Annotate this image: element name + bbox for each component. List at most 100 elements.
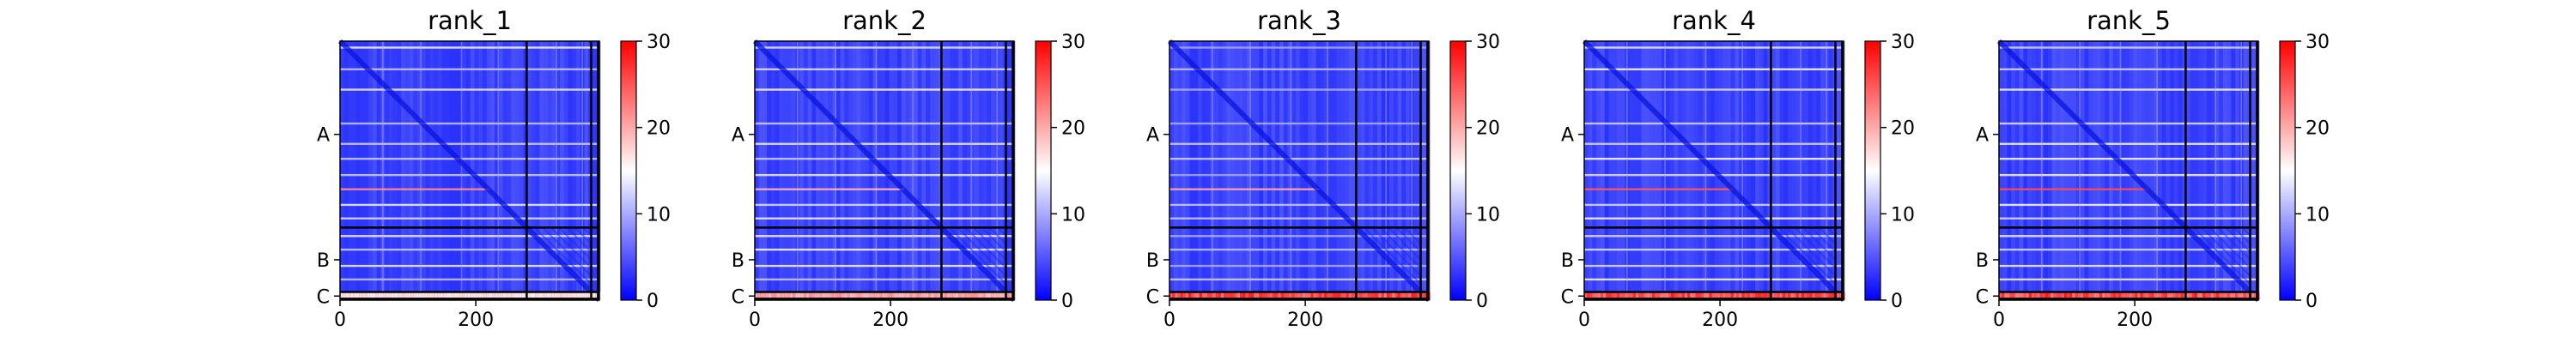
heatmap-chain-c-band: [1685, 292, 1688, 300]
heatmap-chain-c-band: [472, 292, 477, 300]
heatmap-chain-c-band: [1185, 292, 1189, 300]
heatmap-column-texture: [355, 41, 361, 300]
heatmap-column-texture: [2182, 41, 2187, 300]
heatmap-chain-c-band: [800, 292, 804, 300]
heatmap-chain-c-band: [825, 292, 829, 300]
heatmap-row-stripe: [1170, 68, 1429, 70]
heatmap-block-texture: [1379, 226, 1422, 269]
heatmap-row-stripe: [1999, 46, 2258, 49]
heatmap-chain-c-band: [1695, 292, 1698, 300]
heatmap-chain-c-band: [784, 292, 787, 300]
heatmap-column-texture: [1584, 41, 1589, 300]
heatmap-chain-c-band: [1280, 292, 1284, 300]
heatmap-chain-c-band: [397, 292, 400, 300]
heatmap-chain-c-band: [770, 292, 775, 300]
heatmap-chain-c-band: [2186, 292, 2190, 300]
heatmap-chain-c-band: [1739, 292, 1742, 300]
heatmap-column-texture: [905, 41, 910, 300]
heatmap-block-texture: [1778, 226, 1837, 285]
heatmap-chain-c-band: [576, 292, 580, 300]
heatmap-chain-c-band: [388, 292, 392, 300]
heatmap-column-texture: [1312, 41, 1316, 300]
heatmap-column-texture: [950, 41, 955, 300]
heatmap-chain-c-band: [779, 292, 782, 300]
heatmap-block-texture: [940, 226, 1007, 293]
heatmap-row-stripe: [755, 248, 1014, 251]
heatmap-column-texture: [807, 41, 812, 300]
colorbar: [1449, 40, 1467, 301]
heatmap-column-texture: [397, 41, 402, 300]
heatmap-column-texture: [775, 41, 780, 300]
colorbar-tick-label: 10: [647, 204, 671, 226]
heatmap-chain-c-band: [1250, 292, 1255, 300]
heatmap-frame: [1583, 40, 1844, 301]
heatmap-chain-c-band: [1720, 292, 1723, 300]
heatmap-chain-c-band: [2219, 292, 2222, 300]
heatmap-chain-c-band: [1660, 292, 1663, 300]
heatmap-chain-c-band: [2009, 292, 2013, 300]
heatmap-chain-c-band: [1681, 292, 1686, 300]
heatmap-column-texture: [1283, 41, 1288, 300]
heatmap-chain-c-band: [2091, 292, 2094, 300]
heatmap-row-stripe: [1584, 278, 1844, 281]
heatmap-column-texture: [954, 41, 959, 300]
heatmap-chain-c-band: [392, 292, 395, 300]
heatmap-row-stripe: [1999, 203, 2258, 207]
heatmap-chain-c-band: [2191, 292, 2195, 300]
heatmap-block-texture: [981, 226, 1007, 253]
heatmap-chain-c-band: [1839, 292, 1843, 300]
heatmap-chain-c-band: [345, 292, 349, 300]
heatmap-chain-c-band: [971, 292, 975, 300]
x-tick-label: 0: [334, 310, 346, 331]
heatmap-chain-c-band: [1749, 292, 1753, 300]
heatmap-chain-c-band: [2142, 292, 2146, 300]
heatmap-chain-c-band: [2088, 292, 2092, 300]
heatmap-red-stripe: [1999, 188, 2148, 190]
heatmap-chain-c-band: [1394, 292, 1398, 300]
heatmap-column-texture: [1739, 41, 1743, 300]
heatmap-chain-c-band: [1704, 292, 1707, 300]
heatmap-column-texture: [2044, 41, 2048, 300]
heatmap-chain-c-band: [2110, 292, 2113, 300]
heatmap-column-texture: [388, 41, 393, 300]
heatmap-column-texture: [1788, 41, 1792, 300]
heatmap-column-texture: [1198, 41, 1202, 300]
heatmap-column-texture: [340, 41, 344, 300]
heatmap-chain-c-band: [2229, 292, 2233, 300]
heatmap-chain-c-band: [887, 292, 891, 300]
heatmap-block-texture: [1371, 226, 1422, 277]
heatmap-column-texture: [893, 41, 898, 300]
heatmap-chain-c-band: [1273, 292, 1276, 300]
heatmap-chain-c-band: [1245, 292, 1249, 300]
heatmap-chain-c-band: [2118, 292, 2122, 300]
heatmap-chain-c-band: [947, 292, 951, 300]
heatmap-chain-c-band: [355, 292, 360, 300]
heatmap-chain-c-band: [1175, 292, 1178, 300]
heatmap-column-texture: [1755, 41, 1759, 300]
heatmap-chain-c-band: [2161, 292, 2165, 300]
heatmap-column-texture: [755, 41, 759, 300]
heatmap-chain-c-band: [1625, 292, 1628, 300]
heatmap-row-stripe: [1584, 157, 1844, 160]
heatmap-column-texture: [2007, 41, 2012, 300]
heatmap-chain-c-band: [1709, 292, 1712, 300]
colorbar-tick-label: 0: [1061, 291, 1073, 312]
heatmap-block-texture: [542, 226, 592, 277]
heatmap-column-stripe: [2240, 41, 2243, 300]
heatmap-column-texture: [1389, 41, 1394, 300]
heatmap-chain-c-band: [1308, 292, 1311, 300]
colorbar: [1035, 40, 1052, 301]
heatmap-chain-c-band: [1321, 292, 1325, 300]
heatmap-column-texture: [1795, 41, 1801, 300]
heatmap-red-stripe: [1170, 188, 1319, 190]
heatmap-chain-c-band: [1313, 292, 1316, 300]
heatmap-chain-c-band: [993, 292, 997, 300]
heatmap-chain-c-band: [1275, 292, 1279, 300]
heatmap-column-stripe: [835, 41, 836, 300]
heatmap-column-stripe: [875, 41, 878, 300]
heatmap-chain-c-band: [931, 292, 934, 300]
heatmap-chain-c-band: [858, 292, 861, 300]
heatmap-block-texture: [2241, 226, 2251, 237]
heatmap-chain-c-band: [2164, 292, 2168, 300]
heatmap-chain-c-band: [1733, 292, 1737, 300]
